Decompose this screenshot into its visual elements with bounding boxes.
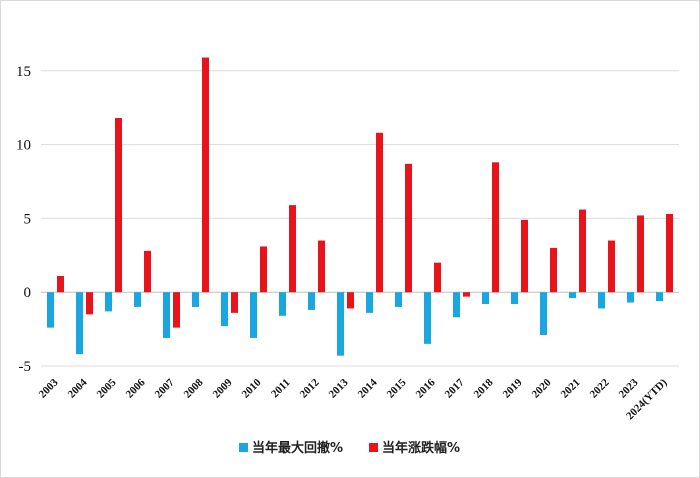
return-bar-2018 bbox=[492, 162, 499, 293]
return-bar-2024(YTD) bbox=[666, 213, 673, 293]
drawdown-bar-2020 bbox=[540, 292, 547, 336]
drawdown-bar-2008 bbox=[192, 292, 199, 307]
x-category-label: 2022 bbox=[588, 376, 612, 400]
drawdown-bar-2024(YTD) bbox=[656, 292, 663, 302]
drawdown-bar-2006 bbox=[134, 292, 141, 307]
drawdown-bar-2007 bbox=[163, 292, 170, 338]
drawdown-bar-2022 bbox=[598, 292, 605, 309]
return-bar-2005 bbox=[115, 118, 122, 293]
legend: 当年最大回撤% 当年涨跌幅% bbox=[239, 440, 460, 456]
x-category-label: 2021 bbox=[559, 377, 583, 401]
x-category-label: 2014 bbox=[356, 376, 380, 400]
return-bar-2014 bbox=[376, 132, 383, 293]
x-category-label: 2013 bbox=[327, 376, 351, 400]
return-bar-2009 bbox=[231, 292, 238, 313]
drawdown-bar-2018 bbox=[482, 292, 489, 305]
return-bar-2021 bbox=[579, 209, 586, 293]
x-category-label: 2005 bbox=[95, 376, 119, 400]
drawdown-bar-2015 bbox=[395, 292, 402, 307]
drawdown-bar-2009 bbox=[221, 292, 228, 327]
x-category-label: 2009 bbox=[211, 376, 235, 400]
return-bar-2012 bbox=[318, 240, 325, 293]
x-category-label: 2003 bbox=[37, 376, 61, 400]
return-bar-2019 bbox=[521, 219, 528, 293]
x-category-label: 2010 bbox=[240, 376, 264, 400]
drawdown-bar-2016 bbox=[424, 292, 431, 344]
drawdown-bar-2010 bbox=[250, 292, 257, 338]
drawdown-bar-2012 bbox=[308, 292, 315, 310]
drawdown-bar-2014 bbox=[366, 292, 373, 313]
return-bar-2006 bbox=[144, 250, 151, 293]
legend-entry-0: 当年最大回撤% bbox=[252, 440, 343, 456]
drawdown-bar-2017 bbox=[453, 292, 460, 318]
y-tick-label: 5 bbox=[24, 211, 32, 227]
drawdown-bar-2013 bbox=[337, 292, 344, 356]
drawdown-bar-2011 bbox=[279, 292, 286, 316]
return-bar-2007 bbox=[173, 292, 180, 328]
drawdown-bar-2023 bbox=[627, 292, 634, 303]
bars bbox=[47, 57, 673, 356]
return-bar-2017 bbox=[463, 292, 470, 297]
x-category-label: 2016 bbox=[414, 376, 438, 400]
x-category-label: 2006 bbox=[124, 376, 148, 400]
y-tick-label: 15 bbox=[16, 64, 31, 80]
legend-swatch-1 bbox=[369, 443, 378, 452]
x-category-label: 2015 bbox=[385, 376, 409, 400]
drawdown-bar-2019 bbox=[511, 292, 518, 305]
y-tick-label: 0 bbox=[24, 285, 32, 301]
return-bar-2016 bbox=[434, 262, 441, 293]
x-category-label: 2019 bbox=[501, 376, 525, 400]
return-bar-2011 bbox=[289, 205, 296, 293]
x-axis-labels: 2003 2004 2005 2006 2007 2008 2009 2010 2011 2012… bbox=[37, 376, 670, 422]
y-tick-label: -5 bbox=[19, 359, 32, 375]
x-category-label: 2012 bbox=[298, 376, 322, 400]
return-bar-2004 bbox=[86, 292, 93, 315]
x-category-label: 2017 bbox=[443, 376, 467, 400]
y-tick-label: 10 bbox=[16, 138, 31, 154]
x-category-label: 2011 bbox=[269, 377, 293, 401]
drawdown-bar-2004 bbox=[76, 292, 83, 355]
return-bar-2015 bbox=[405, 163, 412, 293]
return-bar-2008 bbox=[202, 57, 209, 293]
return-bar-2023 bbox=[637, 215, 644, 293]
x-category-label: 2023 bbox=[617, 376, 641, 400]
x-category-label: 2008 bbox=[182, 376, 206, 400]
drawdown-bar-2005 bbox=[105, 292, 112, 312]
return-bar-2010 bbox=[260, 246, 267, 293]
x-category-label: 2007 bbox=[153, 376, 177, 400]
legend-swatch-0 bbox=[239, 443, 248, 452]
return-bar-2013 bbox=[347, 292, 354, 309]
return-bar-2020 bbox=[550, 247, 557, 293]
drawdown-bar-2003 bbox=[47, 292, 54, 328]
y-axis-ticks: -5 0 5 10 15 bbox=[16, 64, 31, 375]
drawdown-bar-2021 bbox=[569, 292, 576, 299]
x-category-label: 2018 bbox=[472, 376, 496, 400]
return-bar-2003 bbox=[57, 275, 64, 293]
return-bar-2022 bbox=[608, 240, 615, 293]
x-category-label: 2004 bbox=[66, 376, 90, 400]
x-category-label: 2020 bbox=[530, 376, 554, 400]
legend-entry-1: 当年涨跌幅% bbox=[382, 440, 460, 456]
